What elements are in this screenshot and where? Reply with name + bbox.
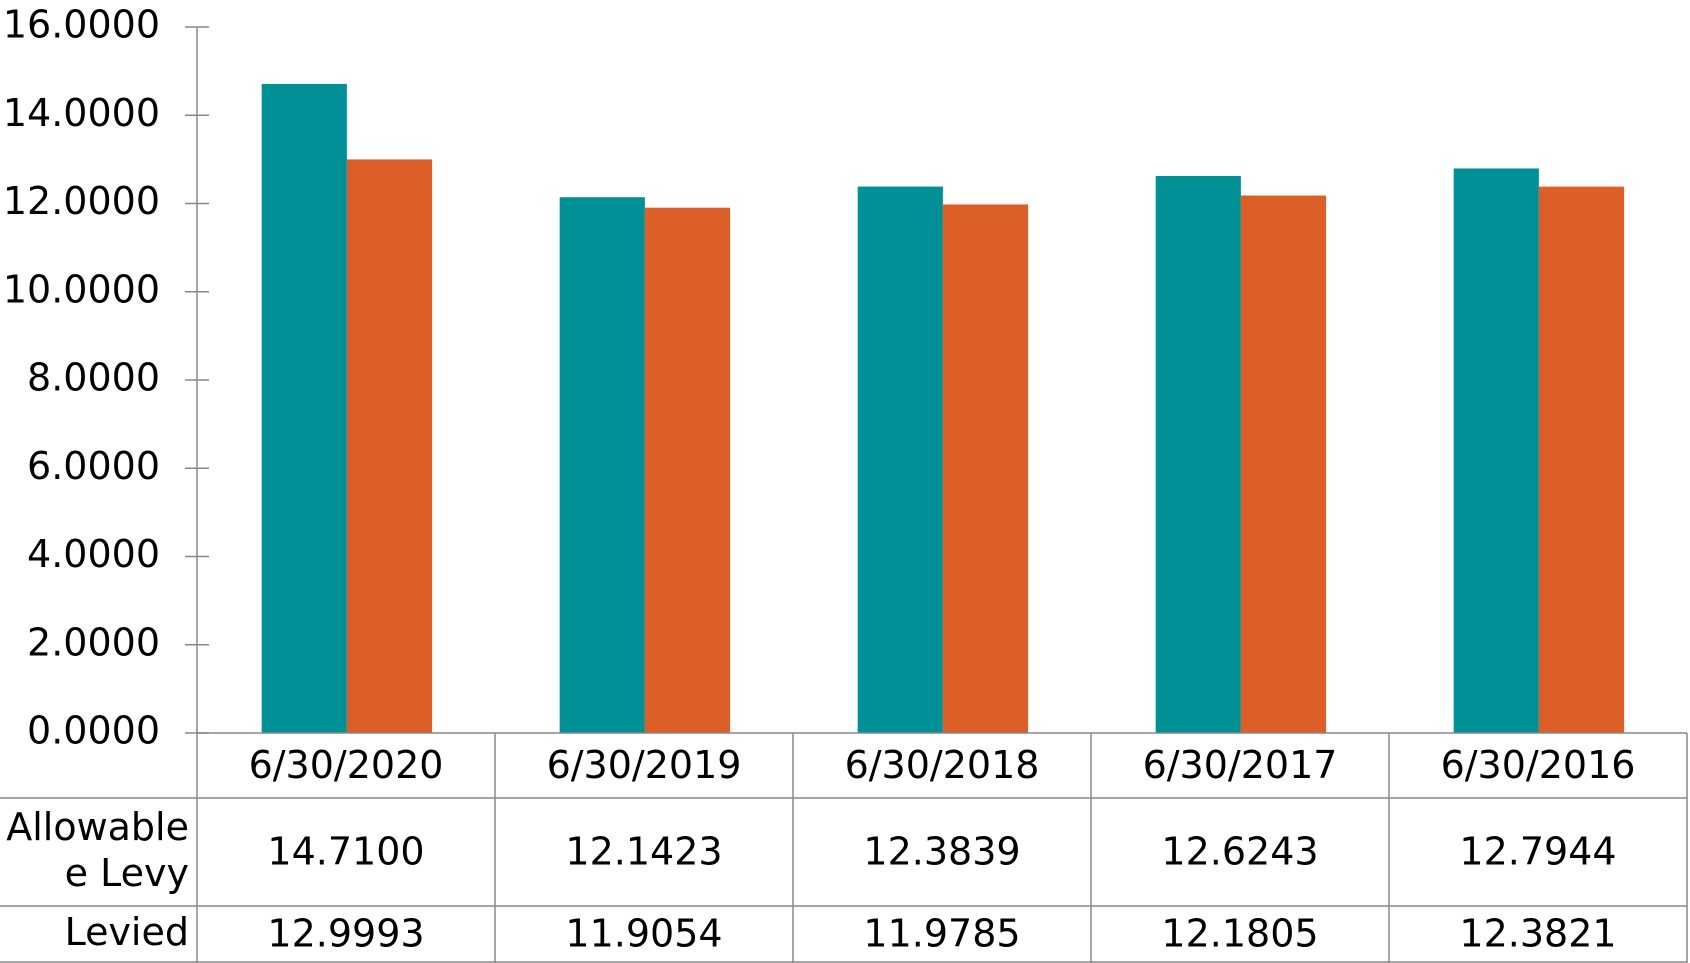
- bar: [1240, 195, 1327, 734]
- bar: [1453, 168, 1539, 734]
- y-tick-label: 8.0000: [27, 356, 160, 400]
- table-value: 12.3821: [1459, 912, 1616, 956]
- legend-label: Levied: [65, 910, 189, 954]
- y-tick-label: 6.0000: [27, 444, 160, 488]
- x-tick-label: 6/30/2018: [845, 743, 1040, 787]
- bar: [942, 204, 1029, 734]
- table-value: 11.9785: [863, 912, 1020, 956]
- bar: [559, 197, 645, 733]
- y-tick-label: 2.0000: [27, 620, 160, 664]
- x-tick-label: 6/30/2016: [1441, 743, 1636, 787]
- x-tick-label: 6/30/2020: [249, 743, 444, 787]
- y-tick-label: 4.0000: [27, 532, 160, 576]
- table-value: 12.3839: [863, 830, 1020, 874]
- x-tick-label: 6/30/2019: [547, 743, 742, 787]
- bar: [261, 83, 347, 733]
- x-tick-label: 6/30/2017: [1143, 743, 1338, 787]
- table-value: 12.1423: [565, 830, 722, 874]
- table-value: 12.7944: [1459, 830, 1616, 874]
- legend-line: e Levy: [65, 851, 189, 895]
- bar: [857, 186, 943, 733]
- legend-line: Levied: [65, 910, 189, 954]
- table-value: 14.7100: [267, 830, 424, 874]
- y-tick-label: 16.0000: [3, 3, 160, 47]
- table-value: 12.9993: [267, 912, 424, 956]
- y-tick-label: 14.0000: [3, 91, 160, 135]
- bar: [1538, 186, 1625, 733]
- legend-line: Allowable: [6, 805, 189, 849]
- y-tick-label: 10.0000: [3, 267, 160, 311]
- table-value: 12.1805: [1161, 912, 1318, 956]
- bar: [1155, 175, 1241, 733]
- table-value: 11.9054: [565, 912, 722, 956]
- y-tick-label: 0.0000: [27, 709, 160, 753]
- legend-label: Allowable e Levy: [6, 805, 189, 895]
- bar: [644, 207, 731, 734]
- bar: [346, 159, 433, 733]
- y-tick-label: 12.0000: [3, 179, 160, 223]
- table-value: 12.6243: [1161, 830, 1318, 874]
